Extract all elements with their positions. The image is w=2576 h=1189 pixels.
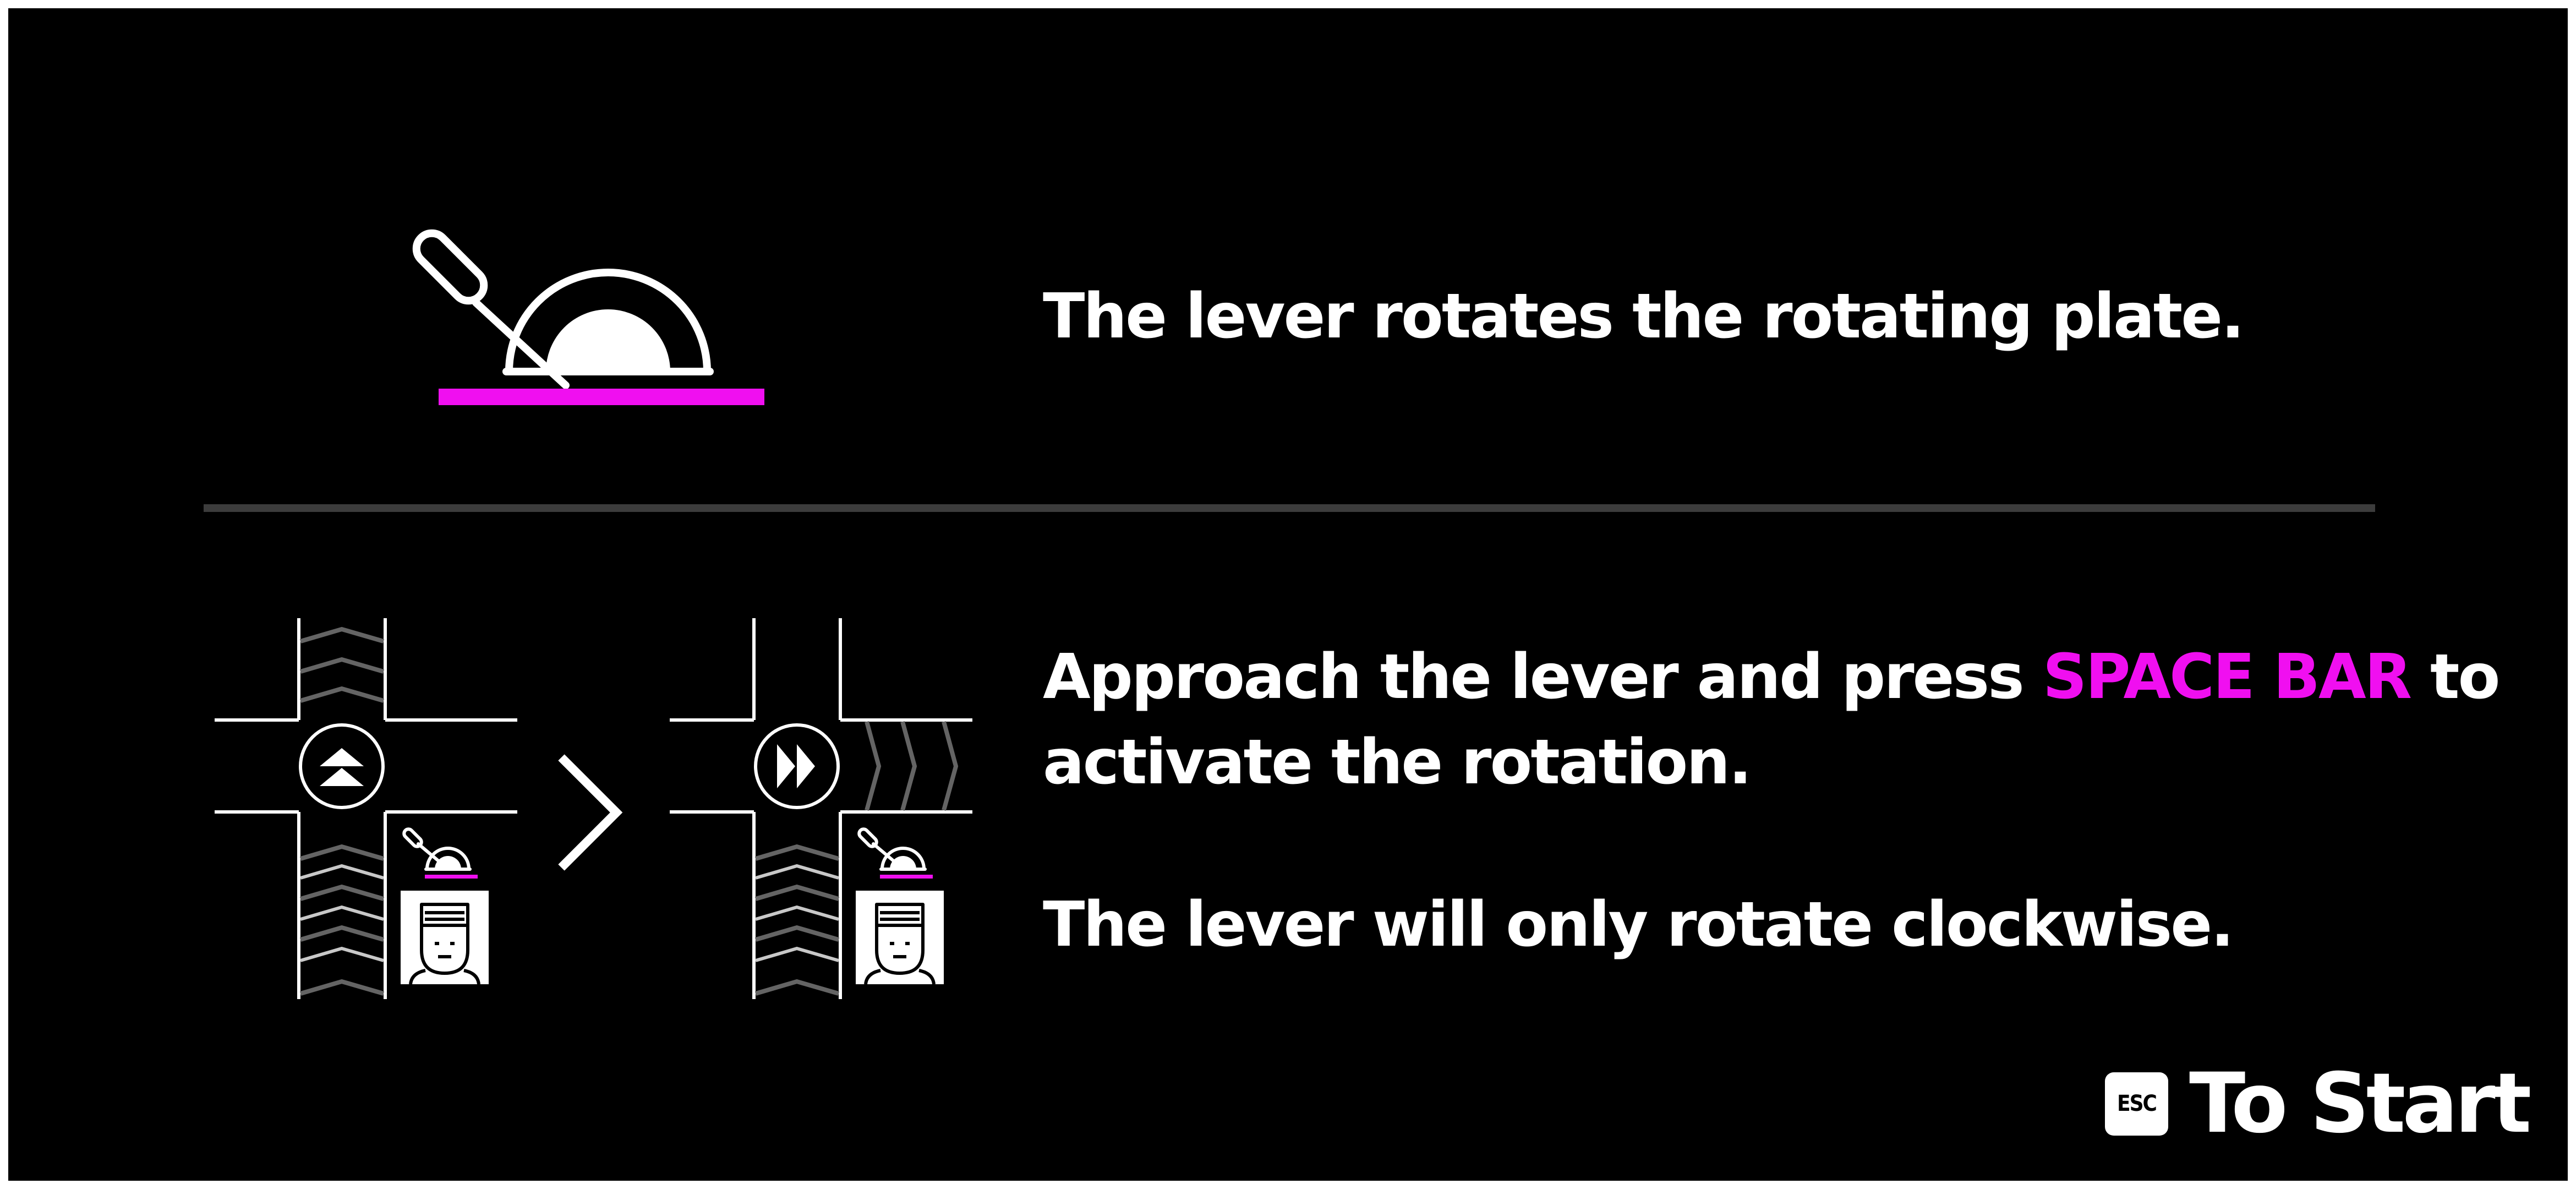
esc-key-icon: ESC bbox=[2105, 1072, 2168, 1136]
rotation-diagram bbox=[215, 618, 972, 999]
approach-suffix: to bbox=[2410, 641, 2501, 713]
lever-illustration bbox=[412, 229, 764, 405]
intersection-before bbox=[215, 618, 517, 999]
operator-face-icon bbox=[401, 891, 489, 984]
approach-instruction: Approach the lever and press SPACE BAR t… bbox=[1043, 641, 2501, 713]
double-up-arrow-icon bbox=[299, 723, 385, 809]
approach-prefix: Approach the lever and press bbox=[1043, 641, 2043, 713]
approach-instruction-line2: activate the rotation. bbox=[1043, 727, 1752, 798]
tutorial-screen: The lever rotates the rotating plate. Ap… bbox=[8, 8, 2568, 1181]
next-chevron-icon bbox=[558, 754, 623, 871]
to-start-label: To Start bbox=[2189, 1056, 2531, 1152]
double-right-arrow-icon bbox=[754, 723, 840, 809]
rotating-plate-icon bbox=[439, 389, 764, 405]
operator-face-icon-2 bbox=[856, 891, 944, 984]
intersection-after bbox=[670, 618, 972, 999]
to-start-button[interactable]: ESC To Start bbox=[2105, 1056, 2531, 1152]
section-divider bbox=[204, 504, 2375, 512]
lever-pivot bbox=[546, 309, 670, 372]
clockwise-note: The lever will only rotate clockwise. bbox=[1043, 889, 2234, 961]
lever-caption: The lever rotates the rotating plate. bbox=[1043, 281, 2245, 352]
key-name-highlight: SPACE BAR bbox=[2042, 641, 2412, 713]
